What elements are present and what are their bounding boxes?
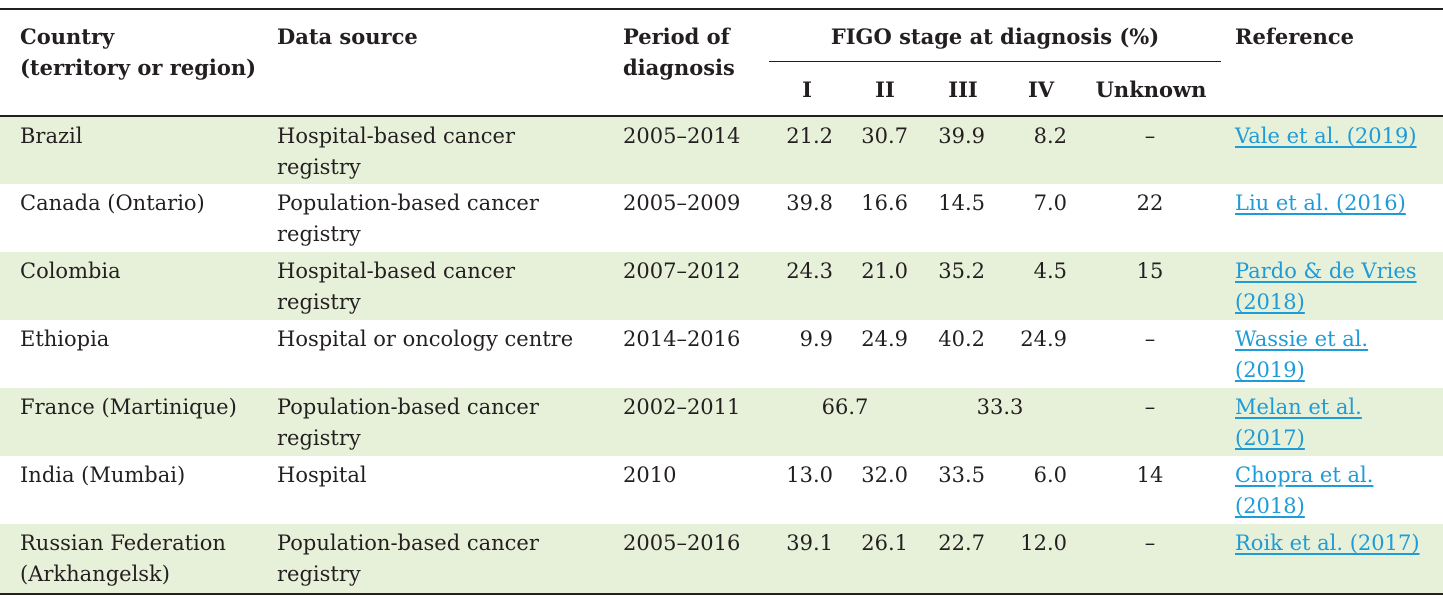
cell-country: Colombia <box>20 259 121 283</box>
reference-link[interactable]: Vale et al. (2019) <box>1235 124 1417 148</box>
reference-link[interactable]: Wassie et al. (2019) <box>1235 327 1369 382</box>
cell-country: Brazil <box>20 124 83 148</box>
header-stage-iv: IV <box>1027 77 1055 102</box>
cell-unknown: 14 <box>1136 463 1164 487</box>
table-row: Colombia Hospital-based cancer registry … <box>0 252 1443 320</box>
cell-country: Ethiopia <box>20 327 110 351</box>
cell-stage-ii: 24.9 <box>861 327 908 351</box>
cell-stage-i: 21.2 <box>786 124 833 148</box>
header-stage-ii: II <box>875 77 895 102</box>
cell-stage-iii: 22.7 <box>938 531 985 555</box>
cell-stage-ii: 30.7 <box>861 124 908 148</box>
cell-stage-iii: 33.5 <box>938 463 985 487</box>
cell-country: Canada (Ontario) <box>20 191 205 215</box>
cell-unknown: 22 <box>1136 191 1164 215</box>
reference-link[interactable]: Pardo & de Vries (2018) <box>1235 259 1417 314</box>
table-row: India (Mumbai) Hospital 2010 13.0 32.0 3… <box>0 456 1443 524</box>
cell-data-source: Population-based cancer registry <box>277 191 539 246</box>
figo-group-rule <box>769 61 1221 62</box>
reference-link[interactable]: Chopra et al. (2018) <box>1235 463 1374 518</box>
cell-stage-iii: 14.5 <box>938 191 985 215</box>
cell-stage-i: 24.3 <box>786 259 833 283</box>
cell-period: 2007–2012 <box>623 259 741 283</box>
cell-stage-i: 9.9 <box>799 327 833 351</box>
cell-stage-ii: 16.6 <box>861 191 908 215</box>
cell-period: 2014–2016 <box>623 327 741 351</box>
header-stage-iii: III <box>948 77 978 102</box>
table-bottom-rule <box>0 593 1443 595</box>
header-reference: Reference <box>1235 24 1355 49</box>
cell-stage-i-ii: 66.7 <box>821 395 869 419</box>
header-stage-i: I <box>802 77 812 102</box>
cell-stage-ii: 32.0 <box>861 463 908 487</box>
cell-period: 2005–2009 <box>623 191 741 215</box>
cell-period: 2010 <box>623 463 677 487</box>
cell-unknown: – <box>1144 124 1156 148</box>
header-figo-stage: FIGO stage at diagnosis (%) <box>830 24 1160 49</box>
table-row: Brazil Hospital-based cancer registry 20… <box>0 117 1443 184</box>
cell-stage-iv: 8.2 <box>1033 124 1067 148</box>
cell-stage-iii: 40.2 <box>938 327 985 351</box>
cell-stage-iv: 4.5 <box>1033 259 1067 283</box>
cell-stage-iv: 12.0 <box>1020 531 1067 555</box>
header-unknown: Unknown <box>1095 77 1207 102</box>
cell-unknown: – <box>1144 531 1156 555</box>
cell-stage-i: 39.1 <box>786 531 833 555</box>
cell-stage-i: 13.0 <box>786 463 833 487</box>
cell-stage-iii: 39.9 <box>938 124 985 148</box>
cell-stage-iv: 24.9 <box>1020 327 1067 351</box>
cell-stage-i: 39.8 <box>786 191 833 215</box>
cell-unknown: – <box>1144 327 1156 351</box>
cell-stage-iii-iv: 33.3 <box>976 395 1024 419</box>
header-data-source: Data source <box>277 24 418 49</box>
reference-link[interactable]: Roik et al. (2017) <box>1235 531 1420 555</box>
cell-stage-iii: 35.2 <box>938 259 985 283</box>
cell-data-source: Hospital-based cancer registry <box>277 259 515 314</box>
reference-link[interactable]: Liu et al. (2016) <box>1235 191 1406 215</box>
cell-period: 2005–2016 <box>623 531 741 555</box>
cell-data-source: Population-based cancer registry <box>277 395 539 450</box>
cell-country: India (Mumbai) <box>20 463 186 487</box>
cell-data-source: Hospital <box>277 463 367 487</box>
cell-stage-iv: 6.0 <box>1033 463 1067 487</box>
cell-data-source: Hospital or oncology centre <box>277 327 574 351</box>
cell-unknown: – <box>1144 395 1156 419</box>
table-row: Ethiopia Hospital or oncology centre 201… <box>0 320 1443 388</box>
header-bottom-rule <box>0 115 1443 117</box>
header-period: Period of diagnosis <box>623 24 735 80</box>
table-top-rule <box>0 8 1443 10</box>
table-row: Canada (Ontario) Population-based cancer… <box>0 184 1443 252</box>
cell-country: France (Martinique) <box>20 395 237 419</box>
cell-stage-iv: 7.0 <box>1033 191 1067 215</box>
cell-unknown: 15 <box>1136 259 1164 283</box>
reference-link[interactable]: Melan et al. (2017) <box>1235 395 1362 450</box>
header-country: Country (territory or region) <box>20 24 257 80</box>
cell-stage-ii: 21.0 <box>861 259 908 283</box>
cell-country: Russian Federation (Arkhangelsk) <box>20 531 226 586</box>
cell-data-source: Hospital-based cancer registry <box>277 124 515 179</box>
cell-stage-ii: 26.1 <box>861 531 908 555</box>
table-row: France (Martinique) Population-based can… <box>0 388 1443 456</box>
cell-period: 2002–2011 <box>623 395 741 419</box>
cell-data-source: Population-based cancer registry <box>277 531 539 586</box>
table-row: Russian Federation (Arkhangelsk) Populat… <box>0 524 1443 593</box>
cell-period: 2005–2014 <box>623 124 741 148</box>
